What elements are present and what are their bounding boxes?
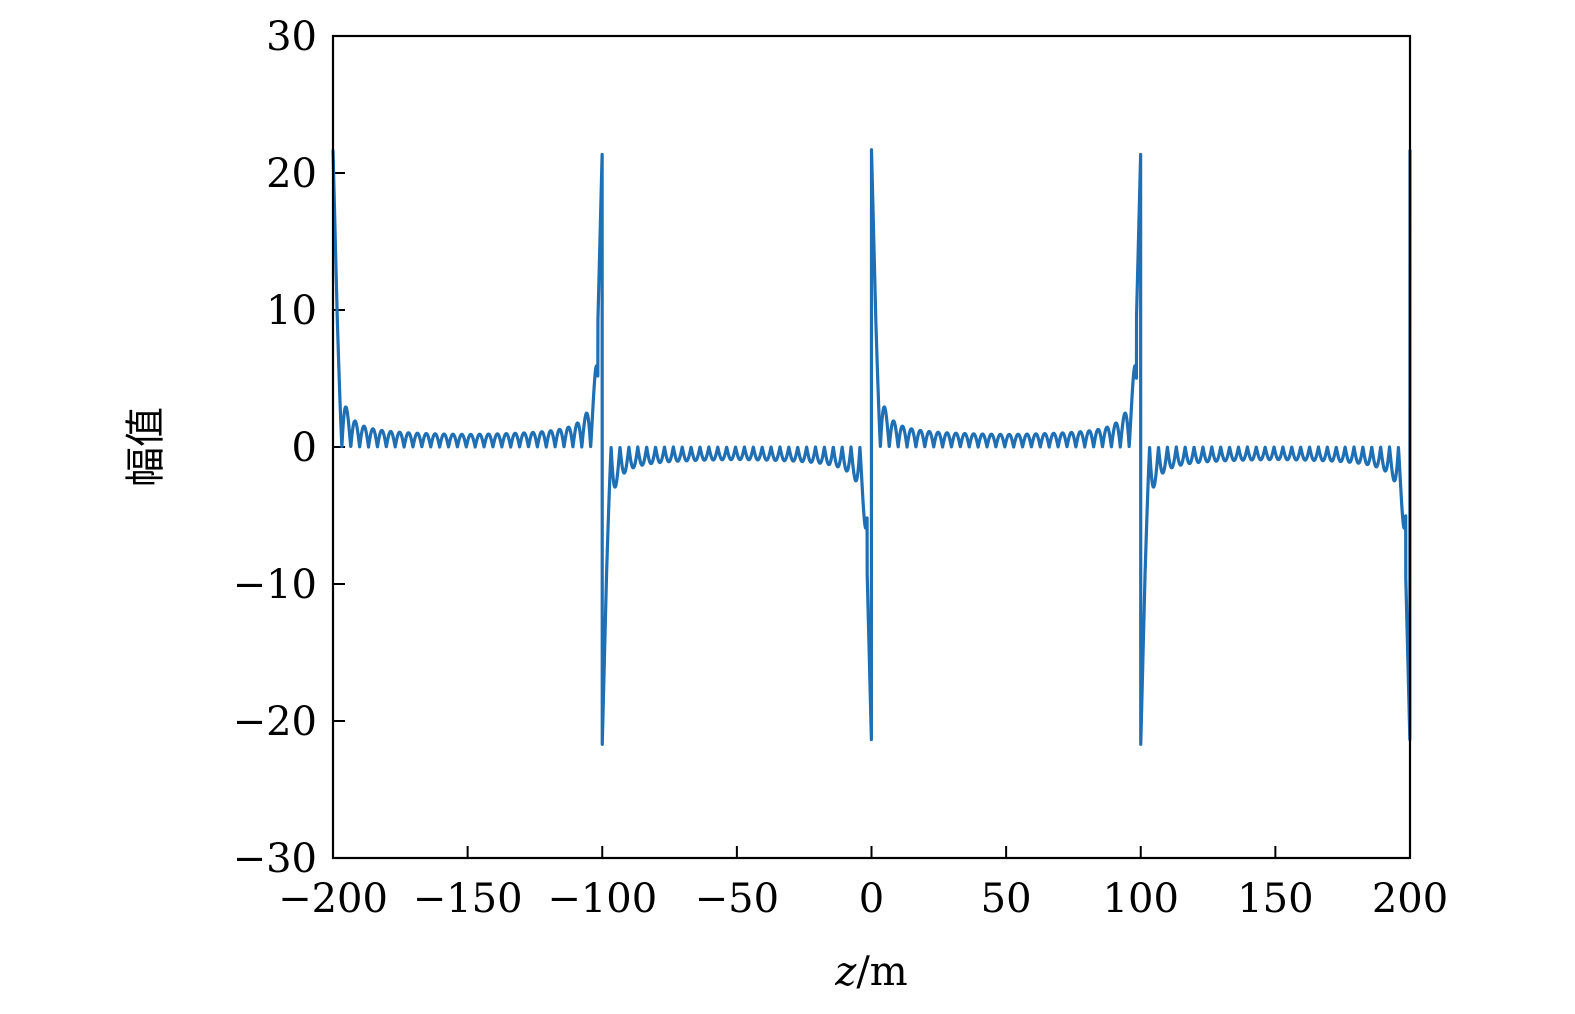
- x-tick-label: 50: [981, 876, 1032, 922]
- y-tick-labels: −30 −20 −10 0 10 20 30: [233, 14, 317, 882]
- y-tick-label: 30: [266, 14, 317, 60]
- x-tick-label: −200: [278, 876, 388, 922]
- x-tick-label: 0: [859, 876, 884, 922]
- y-tick-label: −10: [233, 562, 317, 608]
- y-tick-label: 10: [266, 288, 317, 334]
- y-tick-label: 20: [266, 151, 317, 197]
- x-tick-label: −50: [695, 876, 779, 922]
- x-tick-label: 100: [1103, 876, 1179, 922]
- x-tick-label: −100: [547, 876, 657, 922]
- y-tick-label: 0: [292, 425, 317, 471]
- y-axis-title: 幅值: [123, 407, 169, 487]
- plot-frame: [331, 34, 1412, 860]
- x-axis-title: z/m: [834, 949, 907, 995]
- x-axis-variable: z: [834, 949, 857, 995]
- x-tick-label: 150: [1237, 876, 1313, 922]
- x-tick-labels: −200 −150 −100 −50 0 50 100 150 200: [278, 876, 1448, 922]
- y-tick-label: −30: [233, 836, 317, 882]
- y-tick-label: −20: [233, 699, 317, 745]
- x-tick-label: 200: [1372, 876, 1448, 922]
- x-axis-unit: /m: [856, 949, 907, 995]
- x-tick-label: −150: [413, 876, 523, 922]
- series-line: [331, 148, 1412, 746]
